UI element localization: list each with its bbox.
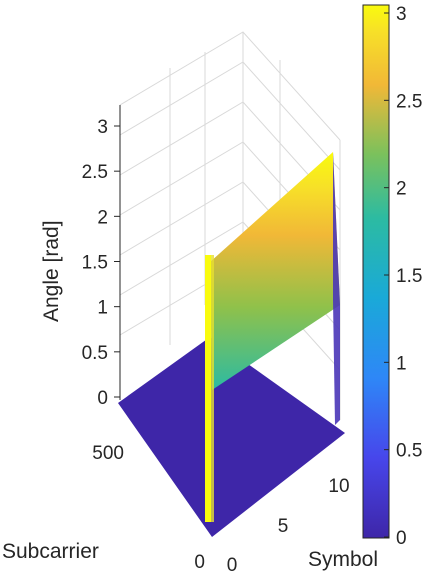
z-tick-label: 0.5 <box>82 343 108 364</box>
surface-ramp <box>210 152 340 390</box>
colorbar-tick-label: 3 <box>396 4 407 25</box>
surface-spike <box>205 255 211 522</box>
y-tick-label: 0 <box>194 552 205 573</box>
colorbar-tick-label: 1 <box>396 353 407 374</box>
surface-floor <box>118 337 345 537</box>
colorbar-tick-label: 0.5 <box>396 441 422 462</box>
z-tick-label: 1.5 <box>82 253 108 274</box>
surface <box>118 152 345 537</box>
colorbar-tick-label: 0 <box>396 528 407 549</box>
y-tick-label: 500 <box>92 443 124 464</box>
x-tick-label: 0 <box>227 555 238 575</box>
z-tick-label: 2 <box>97 207 108 228</box>
y-axis-label: Subcarrier <box>2 540 99 563</box>
z-tick-label: 0 <box>97 388 108 409</box>
x-tick-label: 5 <box>278 516 289 537</box>
x-tick-label: 10 <box>328 476 349 497</box>
z-tick-label: 1 <box>97 298 108 319</box>
colorbar-tick-label: 2.5 <box>396 91 422 112</box>
colorbar-tick-label: 1.5 <box>396 266 422 287</box>
z-tick-label: 2.5 <box>82 162 108 183</box>
colorbar-gradient <box>362 4 390 539</box>
surface-ramp-edge <box>333 152 340 425</box>
z-axis-label: Angle [rad] <box>40 220 63 322</box>
x-axis-label: Symbol <box>308 548 378 571</box>
colorbar <box>362 4 390 539</box>
colorbar-tick-label: 2 <box>396 179 407 200</box>
z-tick-label: 3 <box>97 117 108 138</box>
